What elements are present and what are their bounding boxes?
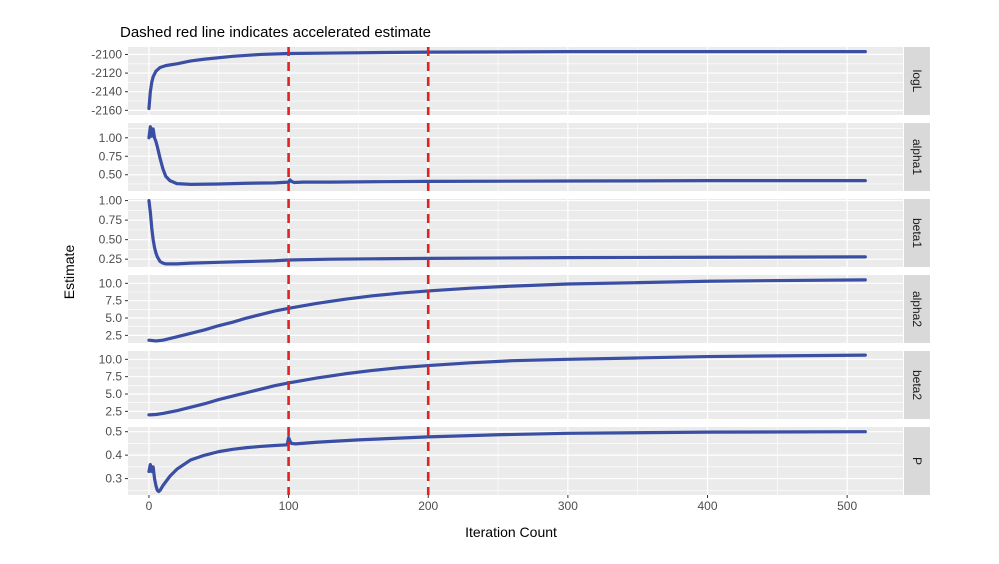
y-tick-label: -2120 <box>91 66 122 80</box>
panel-background <box>128 351 903 419</box>
chart-title: Dashed red line indicates accelerated es… <box>120 24 431 41</box>
y-tick-label: 0.5 <box>105 425 122 439</box>
facet-strip-label: logL <box>910 70 924 93</box>
facet-strip-label: beta1 <box>910 218 924 248</box>
y-tick-label: 5.0 <box>105 387 122 401</box>
y-tick-label: -2100 <box>91 47 122 61</box>
series-line-alpha2 <box>147 278 867 343</box>
facet-strip <box>904 351 930 419</box>
panel-alpha2: 2.5 5.0 7.5 10.0 alpha2 <box>99 275 930 343</box>
facet-strip-label: P <box>910 457 924 465</box>
panel-P: 0.3 0.4 0.5 P <box>105 425 930 495</box>
y-tick-label: 7.5 <box>105 294 122 308</box>
facet-strip-label: alpha2 <box>910 291 924 327</box>
y-axis-title: Estimate <box>61 245 77 300</box>
y-tick-label: 5.0 <box>105 311 122 325</box>
y-tick-label: 0.4 <box>105 448 122 462</box>
panel-background <box>128 47 903 115</box>
y-tick-label: -2160 <box>91 103 122 117</box>
x-tick-label: 200 <box>418 499 438 513</box>
x-tick-label: 300 <box>558 499 578 513</box>
x-tick-label: 400 <box>697 499 717 513</box>
y-tick-label: 0.50 <box>99 233 123 247</box>
y-tick-label: 0.75 <box>99 149 123 163</box>
panel-alpha1: 0.50 0.75 1.00 alpha1 <box>99 123 930 191</box>
panel-beta1: 0.25 0.50 0.75 1.00 beta1 <box>99 194 930 267</box>
panel-background <box>128 427 903 495</box>
y-tick-label: 0.3 <box>105 472 122 486</box>
y-tick-label: 1.00 <box>99 194 123 208</box>
facet-strip <box>904 427 930 495</box>
series-line-alpha1 <box>147 125 867 186</box>
x-tick-label: 100 <box>279 499 299 513</box>
x-tick-label: 500 <box>837 499 857 513</box>
series-line-P <box>147 430 867 494</box>
y-tick-label: 2.5 <box>105 404 122 418</box>
y-tick-label: 1.00 <box>99 131 123 145</box>
x-tick-label: 0 <box>146 499 153 513</box>
series-line-beta2 <box>147 353 867 417</box>
y-tick-label: 10.0 <box>99 276 123 290</box>
series-line-beta1 <box>147 199 867 266</box>
facet-panels: -2160 -2140 -2120 -2100 logL 0.50 0.75 1.00 alph… <box>91 47 930 495</box>
facet-strip <box>904 199 930 267</box>
y-tick-label: 0.75 <box>99 213 123 227</box>
y-tick-label: 0.50 <box>99 168 123 182</box>
facet-strip <box>904 275 930 343</box>
y-tick-label: 10.0 <box>99 352 123 366</box>
facet-strip-label: alpha1 <box>910 139 924 175</box>
y-tick-label: 7.5 <box>105 370 122 384</box>
facet-strip <box>904 47 930 115</box>
panel-beta2: 2.5 5.0 7.5 10.0 beta2 <box>99 351 930 419</box>
panel-logL: -2160 -2140 -2120 -2100 logL <box>91 47 930 117</box>
x-axis: 0 100 200 300 400 500 <box>146 495 857 513</box>
facet-strip-label: beta2 <box>910 370 924 400</box>
facet-strip <box>904 123 930 191</box>
x-axis-title: Iteration Count <box>465 524 557 540</box>
y-tick-label: 2.5 <box>105 328 122 342</box>
y-tick-label: 0.25 <box>99 252 123 266</box>
y-tick-label: -2140 <box>91 85 122 99</box>
